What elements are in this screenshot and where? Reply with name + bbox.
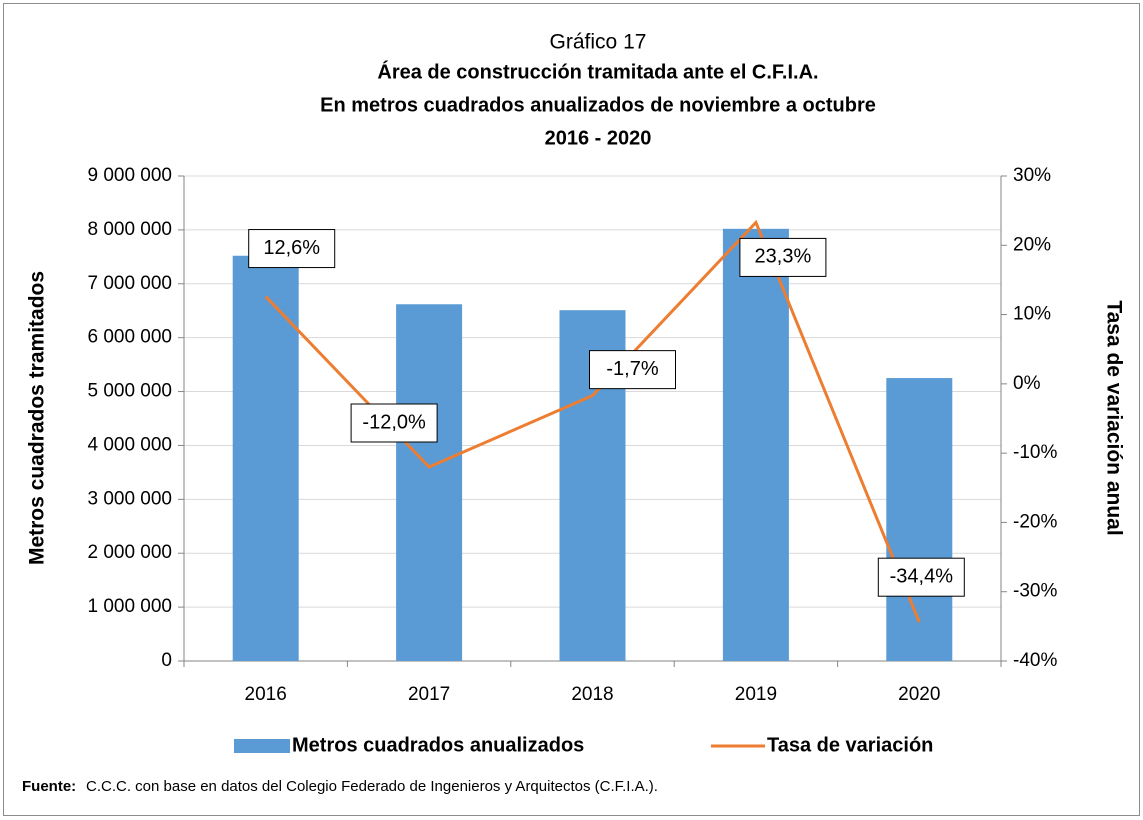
y-tick-label: 8 000 000: [87, 219, 172, 240]
legend-label: Tasa de variación: [767, 734, 933, 756]
y-tick-label: 1 000 000: [87, 596, 172, 617]
chart-title: Gráfico 17: [550, 31, 647, 54]
y-tick-label: 9 000 000: [87, 165, 172, 186]
x-tick-label: 2017: [408, 684, 450, 705]
data-label-box: [877, 557, 965, 597]
y2-tick-label: 30%: [1013, 165, 1051, 186]
data-label: 12,6%: [263, 237, 320, 259]
source-text: C.C.C. con base en datos del Colegio Fed…: [86, 778, 658, 795]
x-tick-label: 2016: [245, 684, 287, 705]
chart-subtitle: Área de construcción tramitada ante el C…: [377, 60, 818, 83]
y2-tick-label: -20%: [1013, 511, 1057, 532]
source-label: Fuente:: [22, 778, 76, 795]
data-label: -12,0%: [362, 411, 426, 433]
data-label-box: [248, 229, 336, 269]
bar: [396, 304, 463, 661]
y-tick-label: 6 000 000: [87, 327, 172, 348]
y-tick-label: 5 000 000: [87, 381, 172, 402]
y2-tick-label: 0%: [1013, 373, 1041, 394]
y2-tick-label: -10%: [1013, 442, 1057, 463]
data-label-box: [350, 403, 438, 443]
y2-axis-label: Tasa de variación anual: [1102, 300, 1125, 535]
x-tick-label: 2019: [735, 684, 777, 705]
y-tick-label: 7 000 000: [87, 273, 172, 294]
x-tick-label: 2018: [571, 684, 613, 705]
data-label-box: [739, 237, 827, 277]
data-label: -1,7%: [606, 358, 658, 380]
bar: [232, 255, 299, 661]
legend-swatch: [234, 739, 290, 753]
legend-label: Metros cuadrados anualizados: [292, 734, 584, 756]
data-label: 23,3%: [755, 246, 812, 268]
y-tick-label: 4 000 000: [87, 434, 172, 455]
y2-tick-label: -30%: [1013, 581, 1057, 602]
x-tick-label: 2020: [898, 684, 940, 705]
y-tick-label: 3 000 000: [87, 488, 172, 509]
y2-tick-label: -40%: [1013, 650, 1057, 671]
data-label: -34,4%: [890, 565, 954, 587]
chart-subtitle: 2016 - 2020: [545, 127, 652, 149]
y2-tick-label: 10%: [1013, 304, 1051, 325]
chart-subtitle: En metros cuadrados anualizados de novie…: [320, 94, 876, 116]
y-tick-label: 0: [161, 650, 172, 671]
y2-tick-label: 20%: [1013, 234, 1051, 255]
data-label-box: [589, 350, 676, 390]
bar: [886, 378, 953, 661]
y-axis-label: Metros cuadrados tramitados: [26, 271, 49, 565]
bar: [722, 228, 789, 662]
y-tick-label: 2 000 000: [87, 542, 172, 563]
